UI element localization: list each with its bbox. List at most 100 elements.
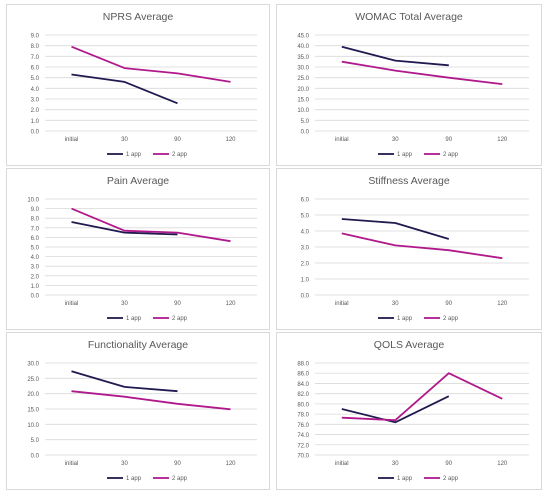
chart-stiffness: 0.0 1.0 2.0 3.0 4.0 5.0 6.0 initial 30 90 120 1 app…: [301, 198, 529, 322]
y-tick-label: 7.0: [31, 226, 40, 232]
x-tick-label: 90: [174, 301, 181, 307]
y-tick-label: 5.0: [301, 214, 310, 220]
y-tick-label: 6.0: [301, 198, 310, 204]
x-tick-label: initial: [65, 301, 79, 307]
chart-nprs: 0.0 1.0 2.0 3.0 4.0 5.0 6.0 7.0 8.0 9.0 initial 30 9…: [31, 34, 257, 158]
y-tick-label: 82.0: [297, 392, 309, 398]
y-tick-label: 15.0: [297, 98, 309, 104]
y-tick-label: 0.0: [301, 294, 310, 300]
x-tick-label: initial: [65, 461, 79, 467]
x-tick-label: 120: [497, 301, 508, 307]
series-line-2: [341, 60, 503, 85]
series-line-1: [71, 221, 178, 236]
y-tick-label: 8.0: [31, 217, 40, 223]
y-tick-label: 80.0: [297, 402, 309, 408]
y-tick-label: 3.0: [301, 246, 310, 252]
chart-panel-nprs: NPRS Average 0.0 1.0 2.0 3.0 4.0 5.0 6.0 7.0 8.0…: [6, 4, 270, 166]
chart-panel-stiffness: Stiffness Average 0.0 1.0 2.0 3.0 4.0 5.0 6.0 i…: [276, 168, 542, 330]
legend-label: 2 app: [443, 152, 459, 158]
y-tick-label: 20.0: [297, 87, 309, 93]
y-tick-label: 74.0: [297, 433, 309, 439]
legend-label: 1 app: [397, 476, 413, 482]
y-tick-label: 8.0: [31, 44, 40, 50]
series-line-1: [71, 73, 178, 105]
y-tick-label: 4.0: [31, 87, 40, 93]
y-tick-label: 72.0: [297, 443, 309, 449]
y-tick-label: 45.0: [297, 34, 309, 40]
y-tick-label: 5.0: [31, 76, 40, 82]
y-tick-label: 35.0: [297, 55, 309, 61]
x-tick-label: initial: [335, 137, 349, 143]
chart-title: Pain Average: [106, 175, 170, 187]
legend-label: 1 app: [397, 152, 413, 158]
chart-title: NPRS Average: [102, 11, 174, 23]
chart-title: QOLS Average: [373, 339, 445, 351]
legend-label: 2 app: [172, 476, 188, 482]
y-tick-label: 10.0: [27, 423, 39, 429]
x-tick-label: 90: [174, 137, 181, 143]
y-tick-label: 3.0: [31, 98, 40, 104]
y-tick-label: 1.0: [31, 119, 40, 125]
y-tick-label: 76.0: [297, 423, 309, 429]
y-tick-label: 2.0: [31, 108, 40, 114]
series-line-2: [71, 207, 231, 243]
y-tick-label: 10.0: [27, 198, 39, 204]
chart-womac: 0.0 5.0 10.0 15.0 20.0 25.0 30.0 35.0 40.0 45.0 in…: [297, 34, 529, 158]
y-tick-label: 25.0: [27, 377, 39, 383]
x-tick-label: 120: [225, 461, 236, 467]
chart-title: Functionality Average: [87, 339, 189, 351]
y-tick-label: 7.0: [31, 55, 40, 61]
y-tick-label: 88.0: [297, 362, 309, 368]
x-tick-label: initial: [335, 301, 349, 307]
x-tick-label: 120: [225, 301, 236, 307]
y-tick-label: 1.0: [301, 278, 310, 284]
y-tick-label: 6.0: [31, 236, 40, 242]
series-line-1: [71, 370, 178, 393]
y-tick-label: 30.0: [27, 362, 39, 368]
series-line-1: [341, 395, 450, 424]
y-tick-label: 78.0: [297, 413, 309, 419]
legend-label: 1 app: [126, 316, 142, 322]
x-tick-label: 90: [445, 301, 452, 307]
x-tick-label: 30: [392, 301, 399, 307]
x-tick-label: 30: [392, 461, 399, 467]
chart-panel-qols: QOLS Average 70.0 72.0 74.0 76.0 78.0 80.0 82.…: [276, 332, 542, 490]
chart-panel-functionality: Functionality Average 0.0 5.0 10.0 15.0 20.0…: [6, 332, 270, 490]
chart-title: Stiffness Average: [368, 175, 450, 187]
x-tick-label: initial: [65, 137, 79, 143]
y-tick-label: 25.0: [297, 76, 309, 82]
y-tick-label: 40.0: [297, 44, 309, 50]
y-tick-label: 15.0: [27, 408, 39, 414]
y-tick-label: 5.0: [301, 119, 310, 125]
legend-label: 2 app: [172, 152, 188, 158]
y-tick-label: 0.0: [31, 130, 40, 136]
series-line-2: [341, 372, 503, 422]
chart-qols: 70.0 72.0 74.0 76.0 78.0 80.0 82.0 84.0 86.0 88.0…: [297, 362, 529, 482]
legend-label: 1 app: [126, 152, 142, 158]
chart-pain: 0.0 1.0 2.0 3.0 4.0 5.0 6.0 7.0 8.0 9.0 10.0 initia…: [27, 198, 257, 322]
series-line-1: [341, 45, 449, 67]
x-tick-label: 30: [121, 461, 128, 467]
x-tick-label: 90: [445, 137, 452, 143]
chart-functionality: 0.0 5.0 10.0 15.0 20.0 25.0 30.0 initial 30 90 120…: [27, 362, 257, 482]
y-tick-label: 2.0: [301, 262, 310, 268]
y-tick-label: 2.0: [31, 274, 40, 280]
x-tick-label: 30: [121, 137, 128, 143]
chart-panel-womac: WOMAC Total Average 0.0 5.0 10.0 15.0 20.0 25…: [276, 4, 542, 166]
y-tick-label: 70.0: [297, 454, 309, 460]
x-tick-label: initial: [335, 461, 349, 467]
y-tick-label: 1.0: [31, 284, 40, 290]
y-tick-label: 9.0: [31, 207, 40, 213]
legend-label: 1 app: [397, 316, 413, 322]
legend-label: 2 app: [443, 476, 459, 482]
series-line-2: [341, 232, 503, 260]
x-tick-label: 30: [392, 137, 399, 143]
x-tick-label: 120: [225, 137, 236, 143]
x-tick-label: 30: [121, 301, 128, 307]
y-tick-label: 20.0: [27, 392, 39, 398]
x-tick-label: 90: [174, 461, 181, 467]
series-line-2: [71, 390, 231, 411]
y-tick-label: 10.0: [297, 108, 309, 114]
y-tick-label: 86.0: [297, 372, 309, 378]
y-tick-label: 3.0: [31, 265, 40, 271]
